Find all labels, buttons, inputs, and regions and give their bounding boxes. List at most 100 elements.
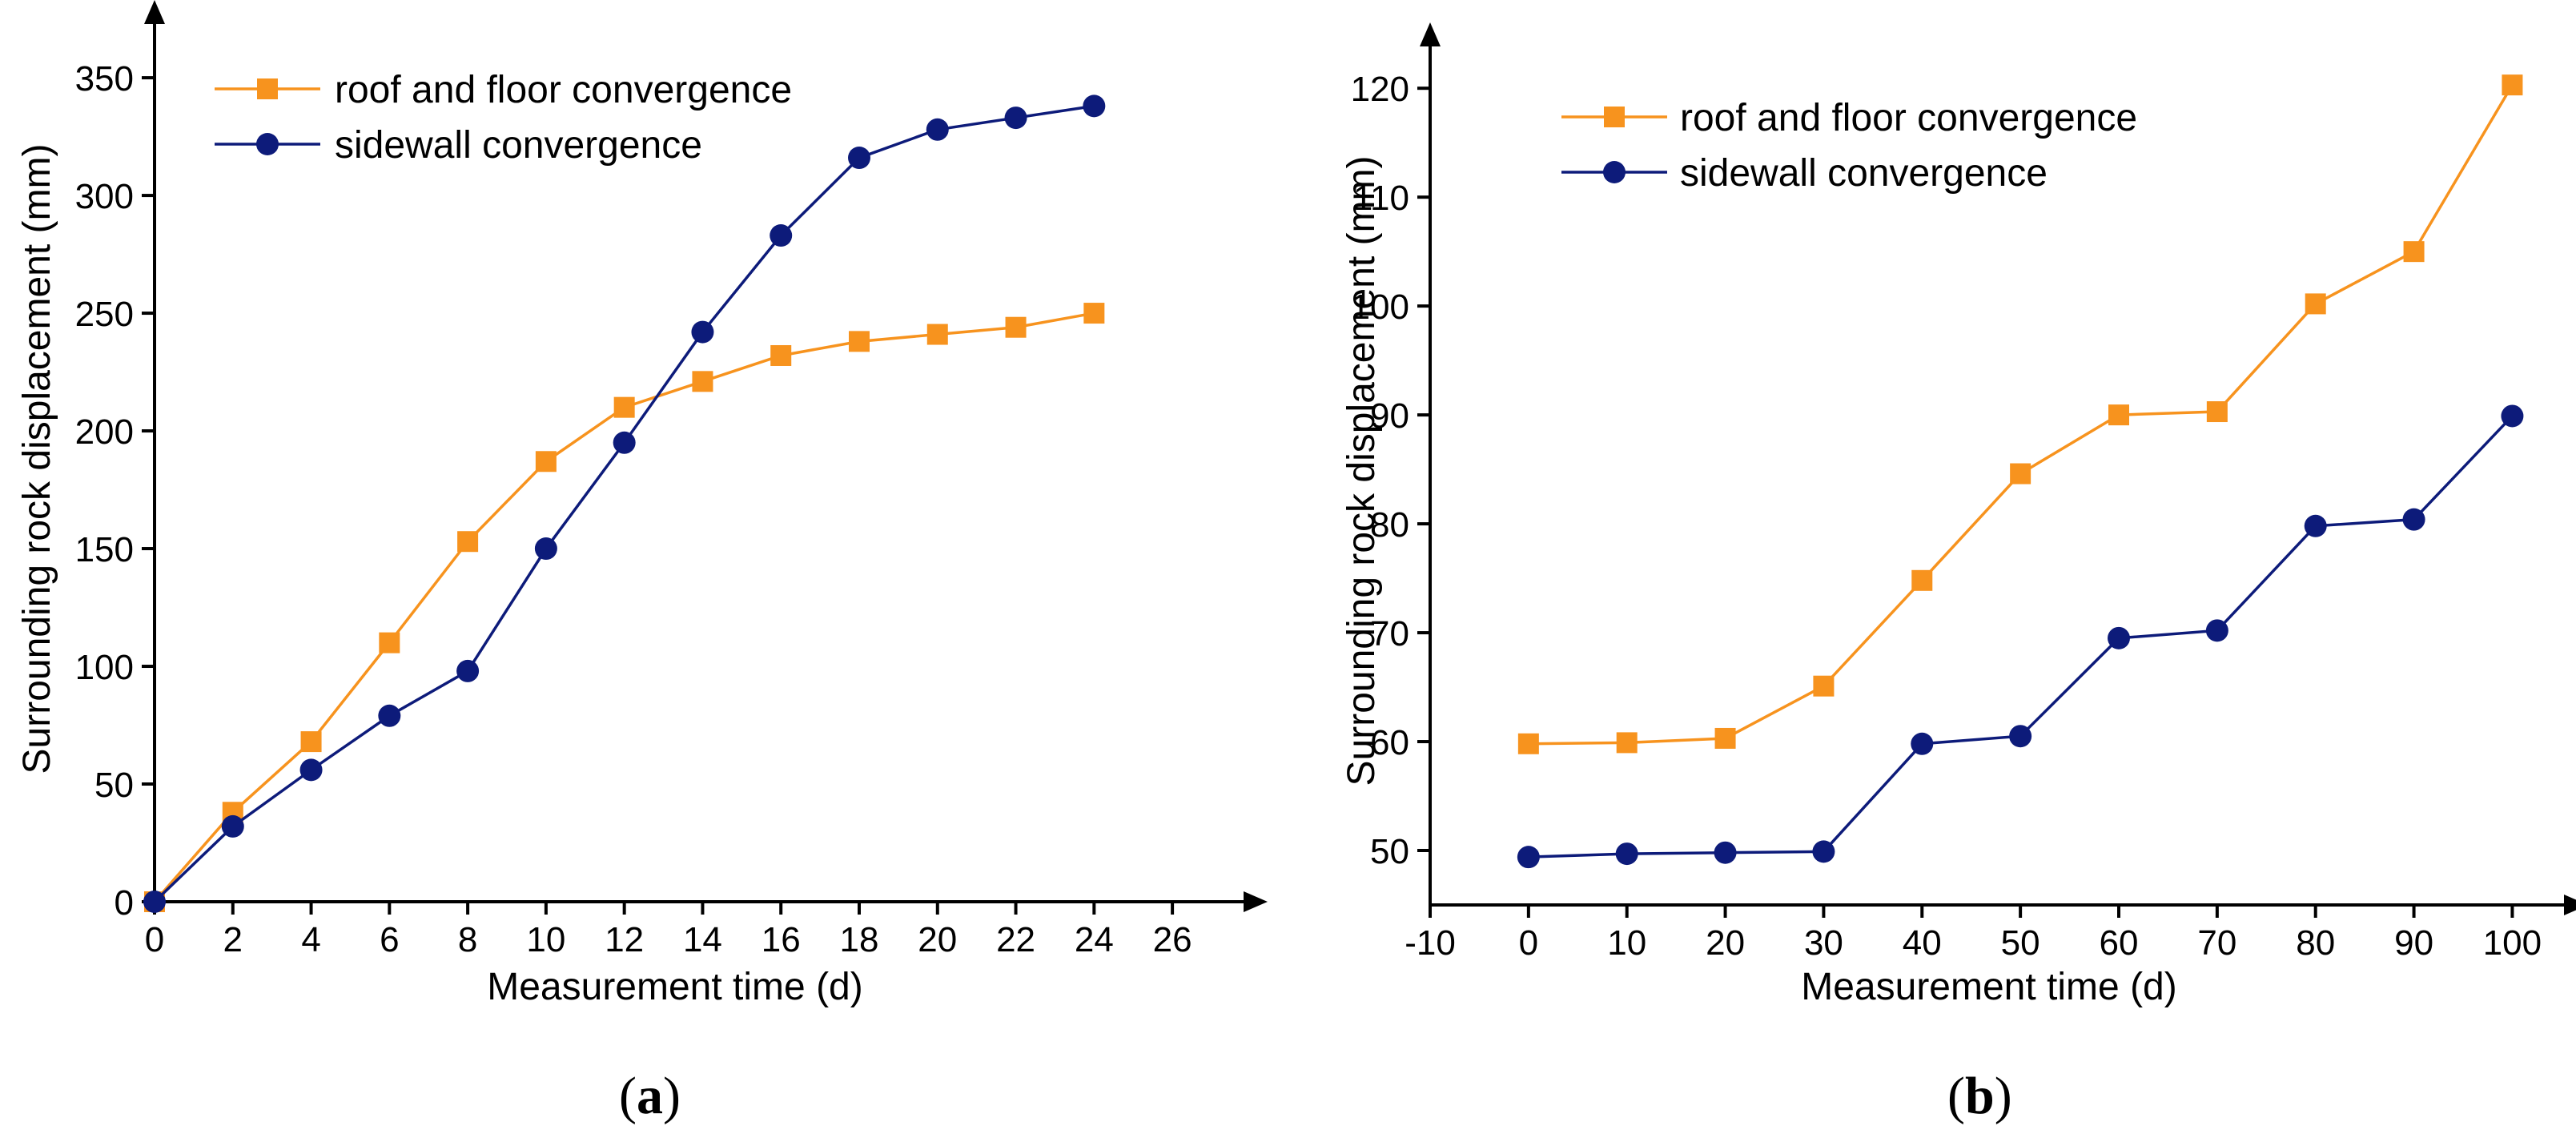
- x-tick-label: 20: [918, 920, 957, 959]
- panel-b: -10 0 10 20 30 40 50 60 70 80 90 100 50 60 70 80 90 100 11…: [1340, 22, 2576, 1125]
- x-tick-label: 90: [2394, 923, 2433, 963]
- legend-marker-roof-floor: [257, 78, 278, 99]
- data-point-sidewall: [2009, 725, 2032, 748]
- data-point-roof-floor: [692, 371, 713, 392]
- data-point-roof-floor: [2403, 241, 2425, 263]
- panel-label: (b): [1947, 1067, 2012, 1125]
- x-tick-label: 100: [2483, 923, 2542, 963]
- data-point-sidewall: [1517, 846, 1540, 869]
- y-tick-label: 150: [75, 530, 134, 569]
- x-tick-label: 0: [1519, 923, 1538, 963]
- x-tick-label: 30: [1804, 923, 1843, 963]
- x-tick-label: 70: [2197, 923, 2236, 963]
- legend-label-roof-floor: roof and floor convergence: [1680, 97, 2137, 139]
- y-tick-label: 50: [1370, 832, 1409, 871]
- data-point-roof-floor: [535, 451, 557, 472]
- data-point-sidewall: [1615, 842, 1638, 866]
- legend-marker-sidewall: [1603, 161, 1626, 183]
- x-tick-label: 0: [145, 920, 164, 959]
- data-point-roof-floor: [2108, 404, 2129, 426]
- panel-a: 0 2 4 6 8 10 12 14 16 18 20 22 24 2605010015020025030…: [16, 0, 1268, 1125]
- x-tick-label: 6: [380, 920, 399, 959]
- data-point-sidewall: [378, 704, 401, 727]
- series-line-sidewall: [153, 104, 1095, 903]
- panel-label-close-paren: ): [663, 1067, 681, 1125]
- x-tick-label: 60: [2100, 923, 2139, 963]
- legend-marker-sidewall: [256, 133, 279, 155]
- x-tick-label: 16: [762, 920, 801, 959]
- data-point-sidewall: [613, 431, 636, 454]
- x-axis-arrow: [2564, 895, 2576, 915]
- data-point-sidewall: [2205, 619, 2228, 642]
- y-tick-label: 70: [1370, 614, 1409, 653]
- data-point-roof-floor: [2502, 74, 2523, 96]
- x-tick-label: -10: [1405, 923, 1456, 963]
- data-point-roof-floor: [926, 324, 948, 345]
- legend-label-roof-floor: roof and floor convergence: [335, 69, 792, 111]
- x-tick-label: 20: [1706, 923, 1745, 963]
- panel-label-letter: a: [637, 1067, 663, 1125]
- data-point-sidewall: [1812, 840, 1835, 863]
- data-point-sidewall: [1714, 841, 1737, 864]
- data-point-sidewall: [2108, 626, 2130, 649]
- data-point-sidewall: [770, 224, 793, 247]
- y-axis-arrow: [144, 0, 165, 24]
- y-tick-label: 90: [1370, 396, 1409, 436]
- x-tick-label: 26: [1153, 920, 1192, 959]
- data-point-roof-floor: [770, 344, 792, 366]
- data-point-roof-floor: [2305, 293, 2326, 315]
- legend-label-sidewall: sidewall convergence: [1680, 152, 2048, 195]
- x-tick-label: 4: [301, 920, 320, 959]
- x-tick-label: 24: [1075, 920, 1114, 959]
- panel-label-open-paren: (: [1947, 1067, 1965, 1125]
- x-tick-label: 50: [2001, 923, 2040, 963]
- x-tick-label: 40: [1903, 923, 1942, 963]
- x-tick-label: 14: [683, 920, 722, 959]
- data-point-sidewall: [2304, 514, 2327, 537]
- x-tick-label: 10: [526, 920, 565, 959]
- y-tick-label: 80: [1370, 505, 1409, 545]
- x-tick-label: 80: [2296, 923, 2335, 963]
- legend-marker-roof-floor: [1604, 107, 1625, 127]
- y-tick-label: 100: [75, 648, 134, 687]
- data-point-roof-floor: [1083, 303, 1105, 324]
- data-point-roof-floor: [300, 731, 322, 753]
- y-axis-title: Surrounding rock displacement (mm): [1340, 156, 1383, 786]
- x-tick-label: 8: [458, 920, 477, 959]
- data-point-roof-floor: [457, 531, 479, 553]
- data-point-sidewall: [1004, 107, 1027, 130]
- x-tick-label: 18: [840, 920, 879, 959]
- data-point-roof-floor: [1616, 732, 1638, 754]
- data-point-sidewall: [143, 891, 166, 913]
- data-point-sidewall: [456, 659, 480, 682]
- x-tick-label: 2: [223, 920, 243, 959]
- data-point-roof-floor: [1911, 569, 1933, 591]
- data-point-sidewall: [534, 537, 557, 561]
- y-axis-arrow: [1420, 22, 1441, 46]
- data-point-sidewall: [2501, 404, 2524, 428]
- y-tick-label: 200: [75, 412, 134, 452]
- panel-label-close-paren: ): [1995, 1067, 2012, 1125]
- data-point-roof-floor: [1813, 675, 1835, 697]
- y-tick-label: 0: [115, 883, 134, 923]
- data-point-roof-floor: [1714, 727, 1736, 749]
- data-point-roof-floor: [613, 396, 635, 418]
- y-axis-title: Surrounding rock displacement (mm): [16, 144, 58, 774]
- x-axis-title: Measurement time (d): [1801, 966, 2176, 1008]
- data-point-roof-floor: [1517, 733, 1539, 754]
- y-tick-label: 60: [1370, 723, 1409, 762]
- y-tick-label: 350: [75, 59, 134, 99]
- data-point-sidewall: [691, 320, 714, 344]
- y-tick-label: 120: [1351, 70, 1409, 109]
- data-point-sidewall: [299, 758, 323, 782]
- panel-label-open-paren: (: [619, 1067, 637, 1125]
- data-point-sidewall: [1911, 732, 1934, 755]
- data-point-sidewall: [926, 118, 949, 141]
- y-tick-label: 100: [1351, 288, 1409, 327]
- data-point-roof-floor: [2206, 401, 2228, 423]
- x-tick-label: 22: [996, 920, 1035, 959]
- data-point-roof-floor: [2010, 463, 2031, 485]
- panel-label: (a): [619, 1067, 681, 1125]
